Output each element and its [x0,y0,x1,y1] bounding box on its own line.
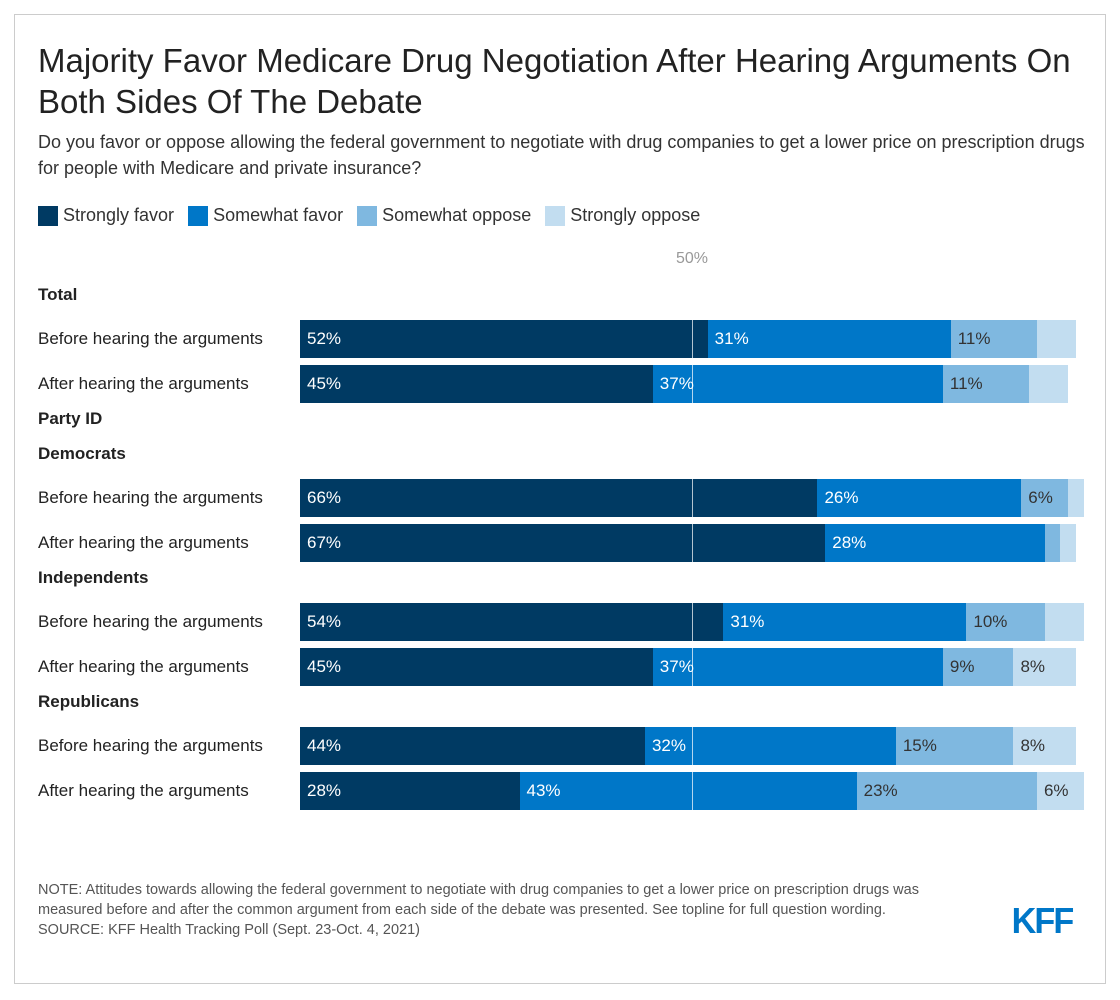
chart-subtitle: Do you favor or oppose allowing the fede… [38,132,1085,178]
data-label: 31% [714,329,749,348]
row-label: Before hearing the arguments [38,488,263,507]
bar-segment [817,479,1022,517]
data-label: 28% [307,781,342,800]
bar-segment [1036,320,1077,358]
reference-line [692,320,693,810]
data-label: 45% [307,657,342,676]
reference-label: 50% [675,250,709,267]
bar-segment [300,479,818,517]
row-label: Before hearing the arguments [38,329,263,348]
row-label: After hearing the arguments [38,657,249,676]
legend-swatch [188,205,209,226]
bar-segment [300,524,826,562]
data-label: 6% [1028,488,1053,507]
row-label: After hearing the arguments [38,374,249,393]
legend: Strongly favor Somewhat favor Somewhat opp… [38,205,700,226]
chart-frame [14,14,1106,984]
data-label: 37% [659,374,694,393]
bar-segment [652,365,943,403]
footnote: NOTE: Attitudes towards allowing the fed… [38,880,978,940]
bar-segment [1029,365,1069,403]
bar-segment [300,365,653,403]
data-label: 23% [863,781,898,800]
bar-segment [856,772,1037,810]
bar-segment [895,727,1014,765]
bar-segment [950,320,1037,358]
bar-segment [1013,727,1077,765]
legend-swatch [38,205,58,226]
group-label: Total [38,285,78,304]
bar-segment [652,648,943,686]
source-text: SOURCE: KFF Health Tracking Poll (Sept. … [38,922,420,938]
row-label: Before hearing the arguments [38,736,263,755]
bar-segment [942,365,1030,403]
legend-label: Somewhat oppose [382,205,532,225]
legend-label: Strongly favor [63,205,175,225]
bar-segment [1021,479,1069,517]
bar-segment [1060,524,1077,562]
data-label: 8% [1020,657,1046,676]
group-label: Republicans [38,692,140,711]
chart-title: Majority Favor Medicare Drug Negotiation… [38,42,1071,120]
legend-label: Strongly oppose [570,205,701,225]
bar-segment [1044,524,1061,562]
bar-segment [1036,772,1084,810]
data-label: 37% [659,657,694,676]
row-label: Before hearing the arguments [38,612,263,631]
data-label: 11% [949,374,983,393]
group-label: Independents [38,568,149,587]
bar-segment [723,603,967,641]
group-label: Democrats [38,444,126,463]
bar-segment [942,648,1014,686]
data-label: 9% [949,657,975,676]
bar-segment [1044,603,1084,641]
bar-segment [825,524,1045,562]
bar-segment [966,603,1045,641]
bar-segment [300,727,645,765]
data-label: 6% [1043,781,1069,800]
data-label: 26% [824,488,859,507]
data-label: 10% [973,612,1008,631]
data-label: 31% [730,612,765,631]
legend-swatch [545,205,566,226]
bar-segment [300,320,708,358]
legend-item: Strongly oppose [545,205,700,226]
row-label: After hearing the arguments [38,781,249,800]
data-label: 43% [526,781,561,800]
data-label: 15% [902,736,937,755]
bar-segment [1068,479,1084,517]
legend-item: Somewhat oppose [357,205,531,226]
data-label: 45% [307,374,342,393]
data-label: 52% [307,329,342,348]
data-label: 54% [307,612,342,631]
group-label: Party ID [38,409,103,428]
bar-segment [300,772,520,810]
legend-item: Somewhat favor [188,205,343,226]
data-label: 11% [957,329,991,348]
data-label: 67% [307,533,342,552]
legend-swatch [357,205,378,226]
kff-logo: KFF [1011,900,1075,941]
data-label: 32% [651,736,686,755]
bar-segment [300,603,724,641]
row-label: After hearing the arguments [38,533,249,552]
bar-segment [1013,648,1077,686]
legend-label: Somewhat favor [213,205,344,225]
data-label: 66% [307,488,342,507]
data-label: 44% [307,736,342,755]
bar-segment [644,727,896,765]
bar-segment [519,772,857,810]
bar-segment [707,320,951,358]
legend-item: Strongly favor [38,205,174,226]
data-label: 28% [832,533,867,552]
data-label: 8% [1020,736,1046,755]
bar-segment [300,648,653,686]
note-text: NOTE: Attitudes towards allowing the fed… [38,882,919,918]
